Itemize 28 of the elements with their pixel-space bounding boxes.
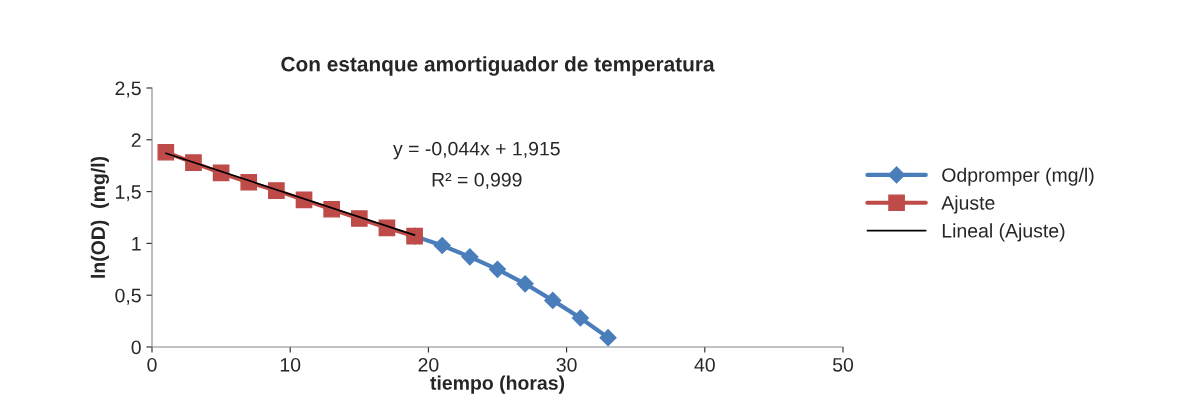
x-tick-label: 10 <box>280 357 301 372</box>
x-tick-label: 50 <box>832 357 854 372</box>
chart-title: Con estanque amortiguador de temperatura <box>281 56 715 76</box>
point <box>544 291 562 309</box>
legend-label: Lineal (Ajuste) <box>942 223 1065 242</box>
point <box>157 143 175 161</box>
annotation: y = -0,044x + 1,915 <box>393 141 560 160</box>
y-tick-label: 0,5 <box>115 288 141 305</box>
x-tick-label: 20 <box>418 357 439 372</box>
x-tick-label: 0 <box>147 357 157 372</box>
x-tick-label: 30 <box>556 357 577 372</box>
x-axis-title: tiempo (horas) <box>430 375 565 394</box>
point <box>516 275 534 293</box>
y-tick-label: 1 <box>132 237 141 251</box>
y-tick-label: 2,5 <box>115 81 141 98</box>
point <box>488 260 507 278</box>
point <box>461 248 479 266</box>
legend-label: Odpromper (mg/l) <box>942 167 1094 186</box>
y-tick-label: 1,5 <box>116 185 141 202</box>
x-tick-label: 40 <box>694 357 715 372</box>
y-tick-label: 0 <box>131 340 141 355</box>
point <box>599 329 617 347</box>
legend-label: Ajuste <box>941 195 995 214</box>
point <box>571 309 589 327</box>
annotation: R² = 0,999 <box>432 172 522 189</box>
y-tick-label: 2 <box>131 133 141 147</box>
y-axis-title: ln(OD) (mg/l) <box>90 156 109 278</box>
point <box>433 236 451 255</box>
